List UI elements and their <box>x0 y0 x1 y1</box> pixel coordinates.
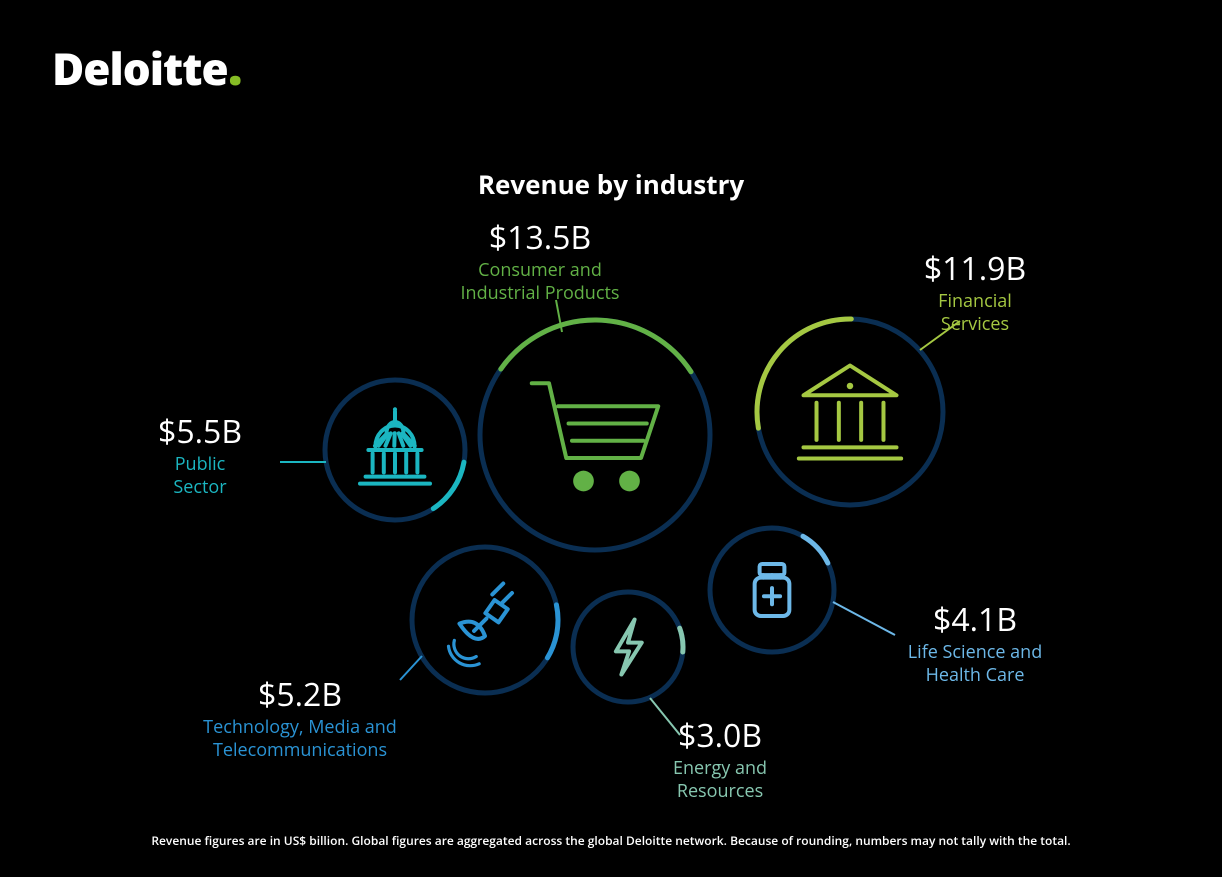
label-name-tech-media-telecom: Technology, Media andTelecommunications <box>170 716 430 761</box>
label-value-tech-media-telecom: $5.2B <box>170 673 430 716</box>
label-name-public-sector: PublicSector <box>130 453 270 498</box>
label-tech-media-telecom: $5.2BTechnology, Media andTelecommunicat… <box>170 673 430 761</box>
capitol-icon <box>360 407 430 483</box>
ring-arc-tech-media-telecom <box>547 605 558 658</box>
satellite-icon <box>449 584 513 666</box>
label-energy-resources: $3.0BEnergy andResources <box>640 714 800 802</box>
label-public-sector: $5.5BPublicSector <box>130 410 270 498</box>
ring-track-energy-resources <box>573 592 683 702</box>
ring-arc-life-science-health <box>803 536 828 563</box>
label-value-public-sector: $5.5B <box>130 410 270 453</box>
label-name-consumer-industrial: Consumer andIndustrial Products <box>420 259 660 304</box>
label-life-science-health: $4.1BLife Science andHealth Care <box>875 598 1075 686</box>
bank-icon <box>799 366 901 459</box>
label-financial-services: $11.9BFinancialServices <box>895 247 1055 335</box>
label-name-energy-resources: Energy andResources <box>640 757 800 802</box>
ring-arc-public-sector <box>433 462 464 508</box>
ring-arc-energy-resources <box>680 628 683 652</box>
bolt-icon <box>616 620 642 675</box>
label-value-energy-resources: $3.0B <box>640 714 800 757</box>
label-consumer-industrial: $13.5BConsumer andIndustrial Products <box>420 216 660 304</box>
pill-icon <box>755 564 790 616</box>
cart-icon <box>532 383 659 491</box>
label-value-consumer-industrial: $13.5B <box>420 216 660 259</box>
label-name-financial-services: FinancialServices <box>895 290 1055 335</box>
ring-arc-consumer-industrial <box>501 320 691 372</box>
label-value-life-science-health: $4.1B <box>875 598 1075 641</box>
label-name-life-science-health: Life Science andHealth Care <box>875 641 1075 686</box>
footnote-text: Revenue figures are in US$ billion. Glob… <box>0 832 1222 849</box>
label-value-financial-services: $11.9B <box>895 247 1055 290</box>
